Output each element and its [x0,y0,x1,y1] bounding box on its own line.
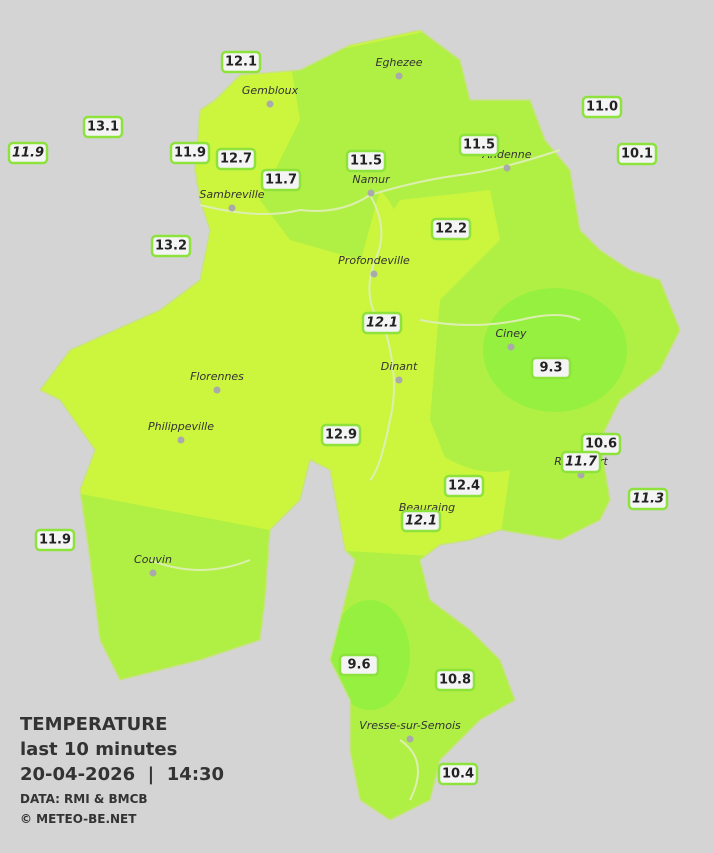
station-box [560,450,602,474]
legend: TEMPERATURE last 10 minutes 20-04-2026 |… [20,714,224,826]
city-dot [149,569,157,577]
station-box [581,95,623,119]
station-value: 11.7 [265,173,297,188]
station-value: 12.1 [405,514,437,529]
city-name: Vresse-sur-Semois [359,719,461,732]
station-box [220,50,262,74]
station-value: 11.3 [632,492,664,507]
station-value: 10.4 [442,767,474,782]
city-dot [228,204,236,212]
station-value: 11.0 [586,100,618,115]
legend-credit: © METEO-BE.NET [20,812,137,826]
station-box [82,115,124,139]
station-value: 11.9 [39,533,71,548]
station-value: 10.1 [621,147,653,162]
legend-title: TEMPERATURE [20,714,167,735]
station-box [215,147,257,171]
station-value: 12.1 [225,55,257,70]
city-dot [370,270,378,278]
station-box [169,141,211,165]
station-value: 11.9 [174,146,206,161]
city-dot [503,164,511,172]
station-value: 12.1 [366,316,398,331]
station-box [430,217,472,241]
station-box [580,432,622,456]
city-name: Sambreville [199,188,264,201]
city-dot [266,100,274,108]
city-name: Philippeville [148,420,214,433]
station-value: 10.8 [439,673,471,688]
city-dot [213,386,221,394]
station-box [437,762,479,786]
city-name: Eghezee [376,56,423,69]
station-box [458,133,500,157]
station-box [434,668,476,692]
station-value: 12.4 [448,479,480,494]
station-value: 12.9 [325,428,357,443]
legend-subtitle: last 10 minutes [20,739,177,760]
station-box [150,234,192,258]
city-name: Couvin [134,553,172,566]
station-box [443,474,485,498]
station-box [400,509,442,533]
station-box [627,487,669,511]
city-dot [367,189,375,197]
station-box [345,149,387,173]
station-box [338,653,380,677]
legend-datetime: 20-04-2026 | 14:30 [20,764,224,785]
city-dot [406,735,414,743]
city-dot [177,436,185,444]
station-box [260,168,302,192]
city-name: Gembloux [242,84,299,97]
legend-source: DATA: RMI & BMCB [20,792,148,806]
station-value: 11.9 [12,146,44,161]
station-value: 11.5 [463,138,495,153]
station-value: 9.6 [347,658,370,673]
station-box [34,528,76,552]
station-value: 11.5 [350,154,382,169]
station-value: 12.7 [220,152,252,167]
city-name: Profondeville [338,254,410,267]
city-dot [395,72,403,80]
station-box [530,356,572,380]
city-name: Namur [352,173,391,186]
station-value: 11.7 [565,455,598,470]
city-dot [507,343,515,351]
station-box [320,423,362,447]
city-name: Florennes [190,370,244,383]
station-box [7,141,49,165]
cities: EghezeeGemblouxAndenneNamurSambrevillePr… [134,56,608,743]
station-box [361,311,403,335]
station-value: 13.2 [155,239,187,254]
station-value: 12.2 [435,222,467,237]
city-name: Dinant [381,360,418,373]
station-value: 10.6 [585,437,617,452]
city-dot [395,376,403,384]
stations: 12.1 13.1 11.9 11.9 12.7 11.7 11.5 11.5 11.0 10.1… [7,50,669,786]
station-value: 9.3 [539,361,562,376]
station-box [616,142,658,166]
city-name: Ciney [496,327,527,340]
station-value: 13.1 [87,120,119,135]
